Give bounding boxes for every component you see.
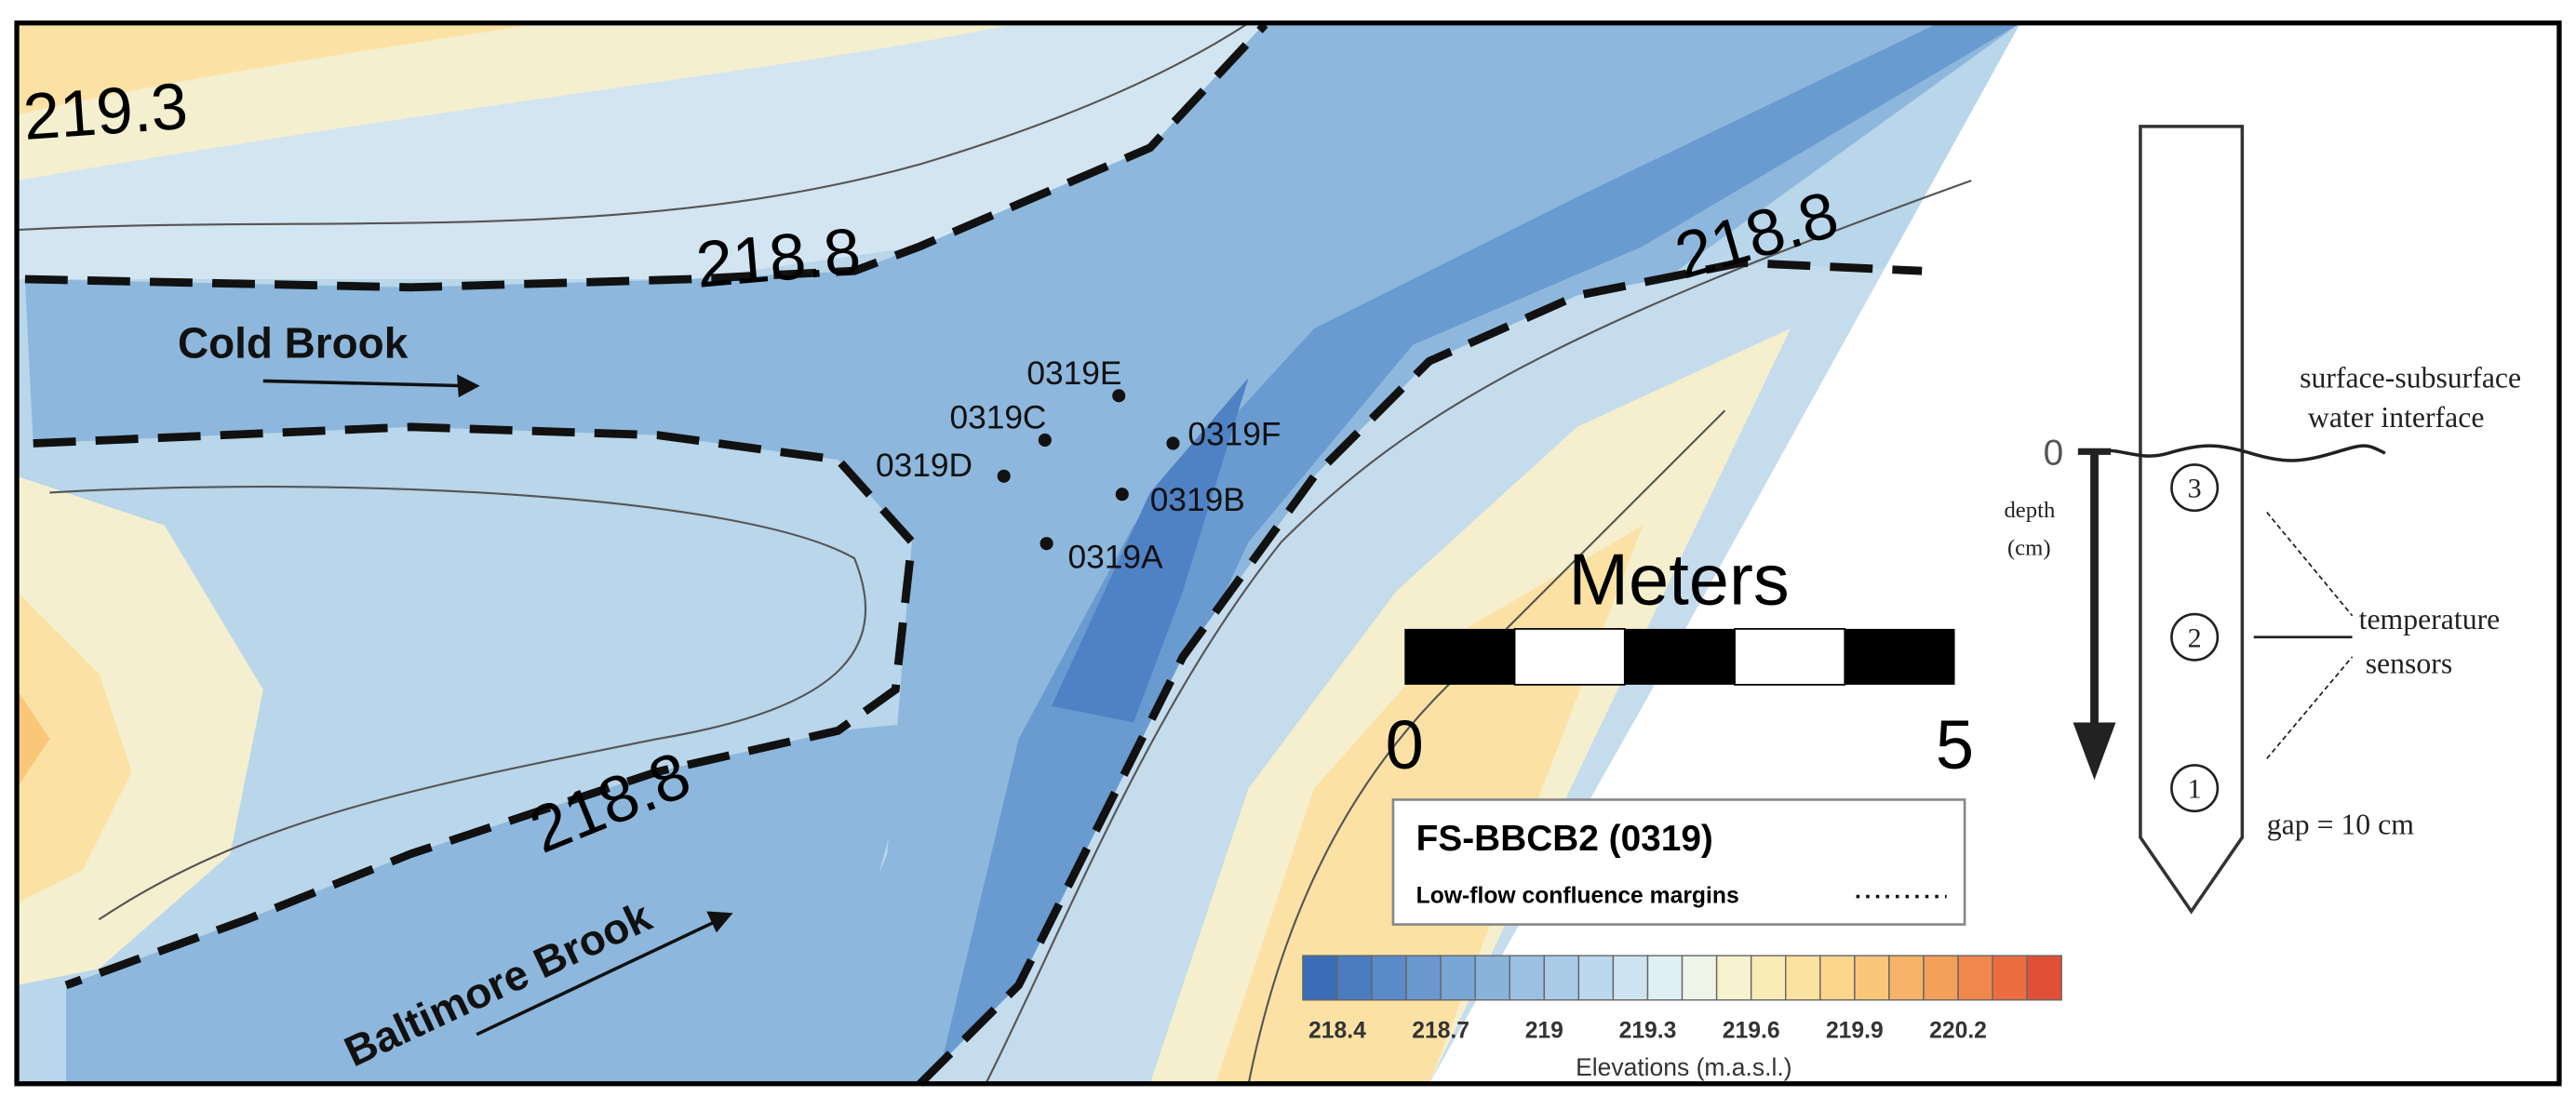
scale-bar: Meters 0 5 — [1386, 540, 1974, 782]
confluence-margin — [24, 21, 1923, 1087]
frame — [14, 20, 2562, 1087]
site-label: 0319A — [1068, 540, 1163, 576]
scale-bar-rect — [1845, 628, 1955, 685]
site: 0319E 0319C 0319F 0319D 0319B 0319A — [876, 355, 1281, 576]
sensor-diagram-text: 1 — [2188, 774, 2202, 805]
colorbar-swatch — [1336, 955, 1373, 1001]
colorbar-swatch — [1854, 955, 1890, 1001]
colorbar-swatch — [1612, 955, 1649, 1001]
stream-label-line — [476, 917, 721, 1036]
sensor-diagram-circle — [2170, 612, 2220, 662]
sensor-diagram-text: sensors — [2366, 648, 2452, 680]
map-path — [17, 591, 132, 903]
colorbar-swatch — [1750, 955, 1787, 1001]
site-dot — [1040, 537, 1053, 551]
colorbar-swatch — [1957, 955, 1993, 1001]
colorbar: Elevations (m.a.s.l.) 218.4 218.7 219 219.3… — [1302, 955, 2062, 1081]
colorbar-swatch — [1681, 955, 1718, 1001]
sensor-diagram-text: gap = 10 cm — [2267, 809, 2414, 841]
colorbar-tick-label: 220.2 — [1929, 1018, 1987, 1043]
sensor-diagram-path — [2139, 125, 2245, 915]
colorbar-swatch — [1715, 955, 1752, 1001]
legend-text: FS-BBCB2 (0319) — [1416, 819, 1713, 859]
scale-bar-rect — [1734, 628, 1846, 686]
legend-rect — [1391, 798, 1966, 926]
sensor-diagram-circle — [2170, 764, 2220, 813]
scale-bar-text: Meters — [1568, 540, 1789, 620]
sensor-diagram-text: 3 — [2188, 474, 2202, 504]
contour-label-text: 219.3 — [20, 69, 190, 154]
sensor-diagram: 3 2 1 surface-subsurface water interface… — [2004, 125, 2521, 915]
site-label: 0319F — [1187, 416, 1281, 452]
colorbar-swatch — [1302, 955, 1338, 1001]
sensor-diagram-text: temperature — [2359, 603, 2501, 635]
scale-bar-rect — [1624, 628, 1736, 685]
scale-bar-text: 0 — [1386, 706, 1424, 783]
map-path — [17, 22, 543, 115]
map-path — [65, 722, 920, 1084]
colorbar-swatch — [1543, 955, 1580, 1001]
site-label: 0319B — [1150, 482, 1245, 518]
sensor-diagram-text: depth — [2004, 498, 2056, 523]
colorbar-swatch — [1819, 955, 1856, 1001]
colorbar-swatch — [1509, 955, 1546, 1001]
stream-label-path — [457, 374, 480, 398]
scale-bar-text: 5 — [1936, 706, 1974, 783]
colorbar-swatch — [1405, 955, 1442, 1001]
colorbar-swatch — [2026, 955, 2062, 1001]
site-label: 0319E — [1026, 355, 1121, 392]
map-path — [17, 689, 50, 789]
scale-bar-rect — [1404, 628, 1515, 685]
colorbar-tick-label: 218.4 — [1308, 1018, 1366, 1043]
map-path — [49, 486, 867, 921]
sensor-diagram-text: (cm) — [2007, 536, 2051, 561]
sensor-diagram-circle — [2170, 463, 2220, 513]
colorbar-swatch — [1888, 955, 1925, 1001]
site-dot — [997, 469, 1011, 483]
site-label: 0319D — [876, 448, 973, 484]
sensor-diagram-path — [2086, 444, 2386, 462]
sensor-diagram-line — [2266, 656, 2354, 759]
colorbar-swatch — [1923, 955, 1959, 1001]
colorbar-tick-label: 219.3 — [1619, 1018, 1677, 1043]
stream-label-text: Cold Brook — [178, 319, 409, 368]
stream-label-line — [262, 379, 469, 388]
sensor-diagram-path — [2073, 722, 2116, 781]
site-label: 0319C — [949, 400, 1046, 436]
legend-text: Low-flow confluence margins — [1416, 884, 1739, 909]
colorbar-swatch — [1440, 955, 1476, 1001]
map-path — [985, 180, 1972, 1085]
stream-label-path — [706, 911, 733, 933]
colorbar-tick-label: 219.9 — [1826, 1018, 1884, 1043]
colorbar-tick-label: 219.6 — [1723, 1018, 1780, 1043]
colorbar-tick-label: 219 — [1525, 1018, 1563, 1043]
confluence-margin-path — [33, 422, 917, 990]
sensor-diagram-line — [2266, 512, 2354, 617]
map-path — [16, 21, 1250, 232]
site-dot — [1115, 488, 1129, 502]
colorbar-swatch — [1577, 955, 1615, 1001]
site-dot — [1166, 436, 1180, 450]
legend: FS-BBCB2 (0319) Low-flow confluence marg… — [1391, 798, 1966, 926]
site-dot — [1038, 433, 1052, 448]
sensor-diagram-text: water interface — [2308, 401, 2484, 434]
map-path — [1051, 377, 1249, 723]
colorbar-swatch — [1785, 955, 1821, 1001]
sensor-diagram-text: 2 — [2188, 622, 2202, 653]
scale-bar-rect — [1513, 628, 1626, 686]
colorbar-text: Elevations (m.a.s.l.) — [1576, 1053, 1791, 1081]
confluence-margin-path — [917, 258, 1923, 1087]
contour-label-text: 218.8 — [693, 214, 864, 301]
colorbar-swatch — [1992, 955, 2028, 1001]
site-dot — [1112, 389, 1126, 403]
colorbar-swatch — [1371, 955, 1407, 1001]
confluence-margin-path — [24, 21, 1268, 292]
sensor-diagram-text: 0 — [2044, 433, 2064, 473]
colorbar-swatch — [1474, 955, 1510, 1001]
sensor-diagram-text: surface-subsurface — [2300, 361, 2521, 394]
colorbar-swatch — [1646, 955, 1684, 1001]
colorbar-tick-label: 218.7 — [1412, 1018, 1469, 1043]
